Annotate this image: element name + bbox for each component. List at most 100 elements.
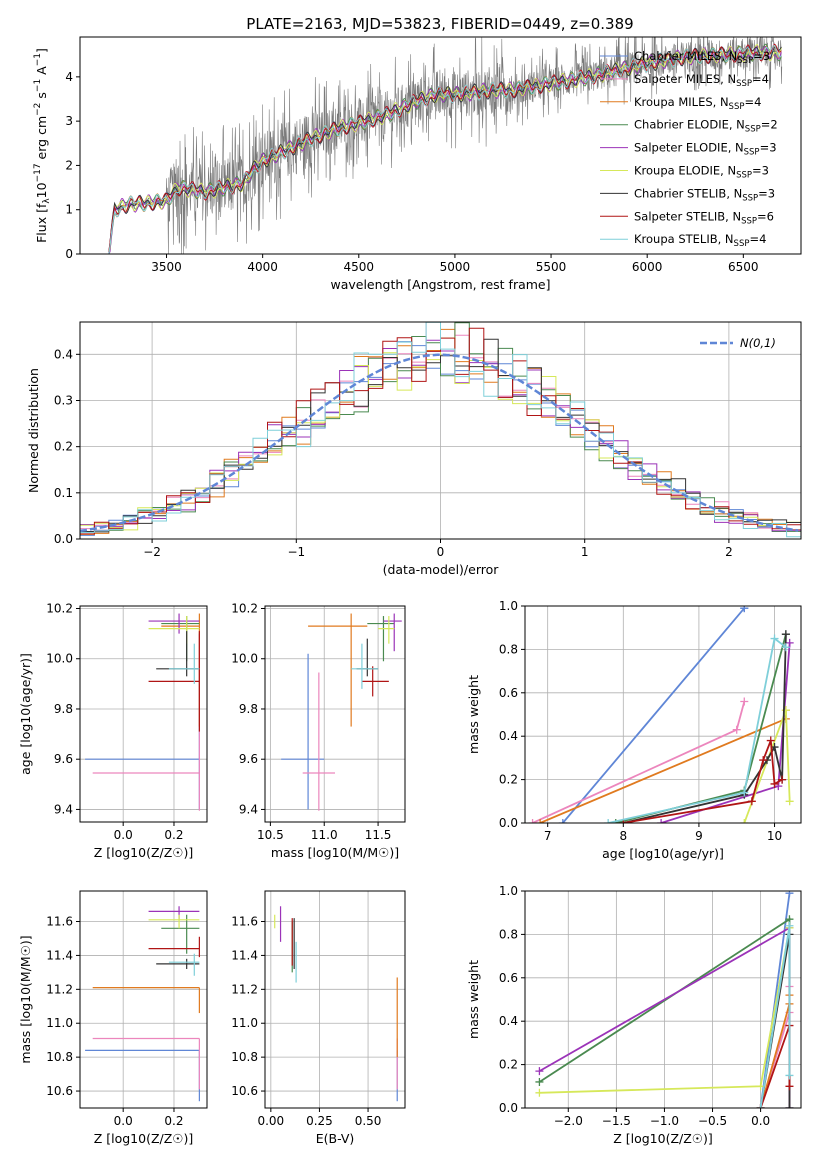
model-line-kroupa-stelib <box>108 45 782 254</box>
weight-line-kroupa-stelib <box>608 636 787 823</box>
y-tick-label: 9.4 <box>239 802 258 816</box>
legend-text: Chabrier MILES, N <box>634 49 737 63</box>
x-tick-label: −0.5 <box>698 1114 727 1128</box>
errorbar-chabrier-elodie <box>367 616 395 662</box>
y-axis-label: mass weight <box>466 675 481 754</box>
axes-frame <box>264 890 406 1109</box>
x-tick-label: 0.2 <box>164 1114 183 1128</box>
weight-marker-salpeter-stelib <box>778 775 787 784</box>
weight-marker-salpeter-stelib <box>766 736 775 745</box>
x-tick-label: 11.0 <box>311 828 338 842</box>
errorbar-chabrier-miles <box>281 653 325 810</box>
y-tick-label: 11.0 <box>231 1016 258 1030</box>
spectrum-data-line <box>108 37 783 254</box>
legend-text: Kroupa MILES, N <box>634 95 729 109</box>
y-tick-label: 0.2 <box>54 440 73 454</box>
y-tick-label: 0.2 <box>499 773 518 787</box>
weight-marker-kroupa-stelib <box>785 1071 794 1080</box>
weight-marker-kroupa-stelib <box>770 634 779 643</box>
errorbar-salpeter-elodie <box>148 613 200 634</box>
weight-marker-kroupa-stelib <box>740 788 749 797</box>
errorbar-salpeter-miles <box>92 634 200 811</box>
weight-marker-kroupa-elodie <box>740 819 749 823</box>
x-tick-label: 10 <box>767 829 782 843</box>
x-tick-label: 0.25 <box>306 1114 333 1128</box>
errorbar-kroupa-elodie <box>378 616 395 644</box>
x-tick-label: 0.50 <box>355 1114 382 1128</box>
legend-entry-salpeter-stelib: Salpeter STELIB, NSSP=6 <box>634 209 774 226</box>
panel-spectrum: 3500 4000 4500 5000 5500 6000 6500 0 1 2 3 4 wavelen… <box>33 36 802 292</box>
y-tick-label: 0.0 <box>499 1101 518 1115</box>
y-tick-label: 4 <box>65 70 73 84</box>
panel-age_vs_Z: 0.0 0.2 9.4 9.6 9.8 10.0 10.2 Z [log10(Z/Z☉)] ag… <box>18 602 208 860</box>
y-axis-label: Normed distribution <box>26 368 41 493</box>
errorbar-salpeter-stelib <box>148 936 200 958</box>
errorbar-kroupa-stelib <box>168 953 200 976</box>
x-tick-label: −2.0 <box>554 1114 583 1128</box>
weight-marker-salpeter-miles <box>740 697 749 706</box>
legend-entry-kroupa-miles: Kroupa MILES, NSSP=4 <box>634 95 761 112</box>
y-tick-label: 0.1 <box>54 486 73 500</box>
panel-weight_vs_Z: −2.0 −1.5 −1.0 −0.5 0.0 0.0 0.2 0.4 0.6 0.8 1.0 Z [… <box>466 884 802 1146</box>
plot-area <box>80 322 801 538</box>
y-axis-label-part: A <box>34 66 49 79</box>
x-tick-label: 4000 <box>247 260 278 274</box>
plot-area <box>535 891 794 1108</box>
figure-title: PLATE=2163, MJD=53823, FIBERID=0449, z=0… <box>246 15 633 33</box>
y-tick-label: 2 <box>65 158 73 172</box>
legend-text: Salpeter STELIB, N <box>634 209 741 223</box>
x-tick-label: 8 <box>619 829 627 843</box>
legend-subscript: SSP <box>734 239 750 249</box>
legend-text: Chabrier ELODIE, N <box>634 118 745 132</box>
y-axis-label: mass [log10(M/M☉)] <box>18 935 33 1063</box>
errorbar-salpeter-elodie <box>383 613 402 652</box>
legend-count: =3 <box>760 141 777 155</box>
x-tick-label: 0.00 <box>257 1114 284 1128</box>
y-tick-label: 1.0 <box>499 599 518 613</box>
errorbar-kroupa-stelib <box>168 643 200 684</box>
axes-frame <box>524 890 802 1109</box>
legend-entry-chabrier-stelib: Chabrier STELIB, NSSP=3 <box>634 186 775 203</box>
x-tick-label: 7 <box>544 829 552 843</box>
errorbar-chabrier-miles <box>85 1049 200 1102</box>
weight-marker-chabrier-miles <box>785 891 794 898</box>
y-tick-label: 9.6 <box>239 752 258 766</box>
model-line-salpeter-elodie <box>108 45 782 254</box>
plot-area <box>85 613 200 811</box>
y-tick-label: 11.2 <box>231 982 258 996</box>
y-axis-label-part: ] <box>34 48 49 53</box>
weight-marker-salpeter-stelib <box>770 779 779 788</box>
x-axis-label: E(B-V) <box>316 1131 355 1146</box>
x-tick-label: 0 <box>437 545 445 559</box>
weight-line-chabrier-stelib <box>623 634 787 823</box>
x-axis-label: wavelength [Angstrom, rest frame] <box>330 277 550 292</box>
errorbar-chabrier-elodie <box>161 616 200 662</box>
x-axis-label: Z [log10(Z/Z☉)] <box>613 1131 713 1146</box>
y-tick-label: 0.4 <box>54 347 73 361</box>
weight-marker-salpeter-elodie <box>785 638 794 647</box>
weight-marker-salpeter-miles <box>528 819 537 823</box>
weight-marker-kroupa-miles <box>536 819 545 823</box>
y-axis-label-part: −2 <box>33 103 43 116</box>
y-tick-label: 10.6 <box>231 1084 258 1098</box>
y-tick-label: 10.0 <box>231 652 258 666</box>
x-tick-label: 6000 <box>632 260 663 274</box>
weight-marker-kroupa-elodie <box>535 1088 544 1097</box>
x-tick-label: 9 <box>695 829 703 843</box>
legend-text: Salpeter ELODIE, N <box>634 141 744 155</box>
model-line-chabrier-stelib <box>108 46 782 254</box>
x-axis-label: age [log10(age/yr)] <box>602 846 724 861</box>
legend-count: =3 <box>758 186 775 200</box>
weight-marker-salpeter-miles <box>732 725 741 734</box>
weight-marker-chabrier-elodie <box>611 819 620 823</box>
weight-line-salpeter-miles <box>532 701 746 823</box>
x-tick-label: 5000 <box>440 260 471 274</box>
errorbar-salpeter-stelib <box>148 631 200 732</box>
legend-text: Chabrier STELIB, N <box>634 186 742 200</box>
weight-marker-kroupa-stelib <box>756 1104 765 1108</box>
errorbar-salpeter-miles <box>92 1037 200 1090</box>
errorbar-kroupa-miles <box>308 613 368 727</box>
y-tick-label: 0.6 <box>499 686 518 700</box>
x-tick-label: 4500 <box>344 260 375 274</box>
legend-count: =3 <box>753 49 770 63</box>
